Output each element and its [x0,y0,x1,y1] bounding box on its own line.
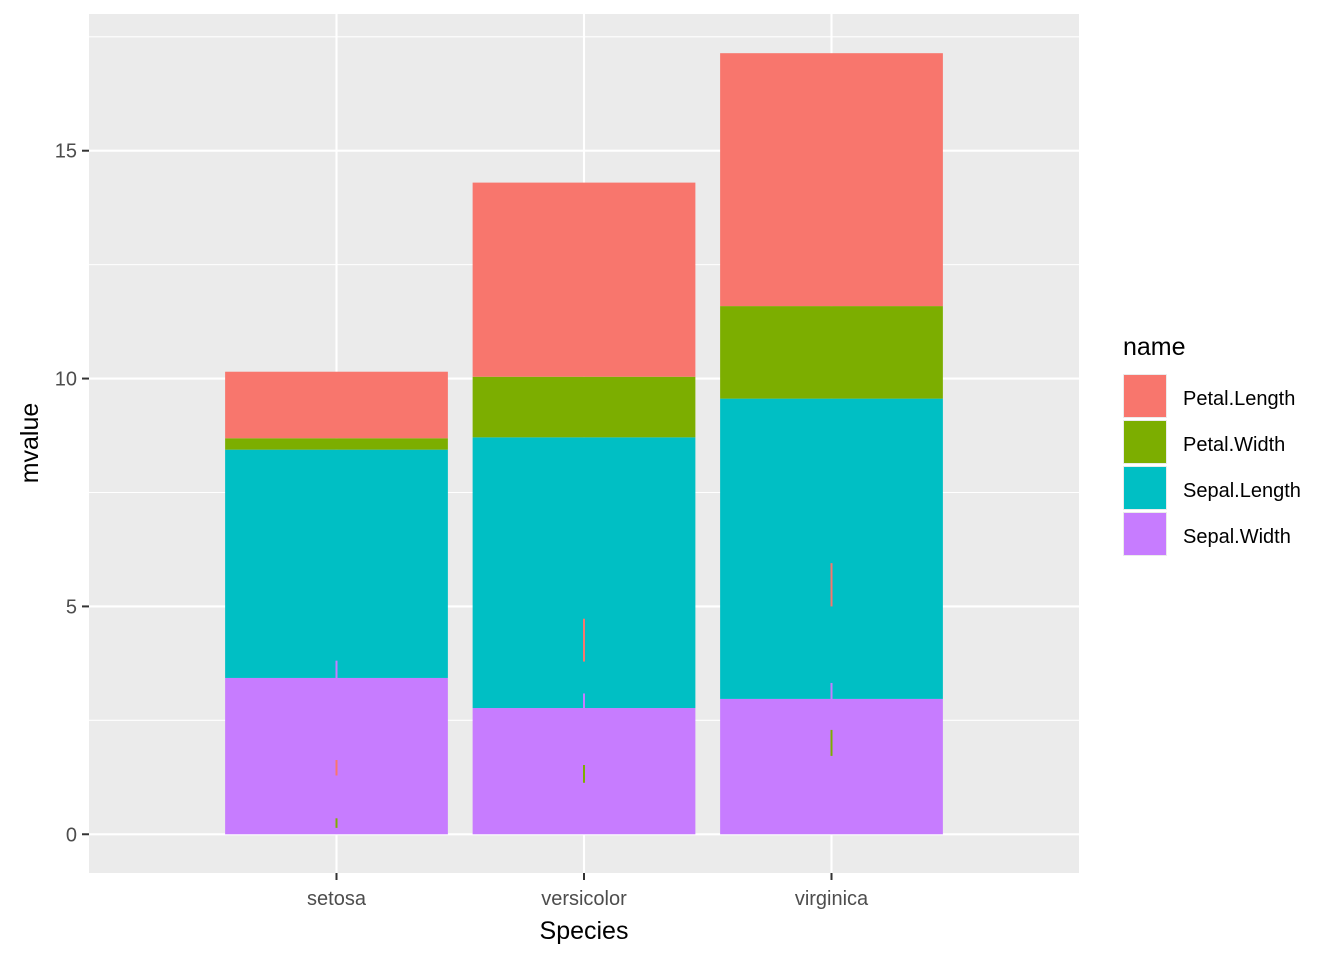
bar-segment [720,398,943,699]
bar-segment [225,677,448,835]
y-tick-label: 0 [66,824,77,846]
x-tick-label: versicolor [541,888,627,910]
legend-title: name [1123,333,1186,361]
legend-label: Petal.Width [1183,434,1285,456]
legend-swatch [1124,375,1166,417]
x-tick-label: setosa [307,888,367,910]
y-axis: 0 5 10 15 [55,141,89,846]
bar-segment [472,376,696,438]
y-tick-label: 5 [66,596,77,618]
bar-segment [720,53,943,307]
bars [225,53,943,835]
bar-segment [225,449,448,678]
legend-swatch [1124,513,1166,555]
legend-label: Petal.Length [1183,388,1295,410]
bar-segment [225,371,448,439]
error-bars [335,563,833,828]
bar-segment [720,698,943,835]
legend-label: Sepal.Length [1183,480,1301,502]
bar-segment [225,438,448,450]
x-tick-label: virginica [795,888,869,910]
legend-swatch [1124,467,1166,509]
bar-segment [472,437,696,709]
y-tick-label: 10 [55,369,77,391]
legend: name Petal.Length Petal.Width Sepal.Length… [1123,333,1301,556]
legend-swatch [1124,421,1166,463]
y-axis-title: mvalue [16,403,44,484]
legend-label: Sepal.Width [1183,526,1291,548]
bar-segment [472,182,696,377]
x-axis-title: Species [540,917,629,945]
x-axis: setosa versicolor virginica [307,873,869,910]
bar-segment [720,306,943,399]
y-tick-label: 15 [55,141,77,163]
